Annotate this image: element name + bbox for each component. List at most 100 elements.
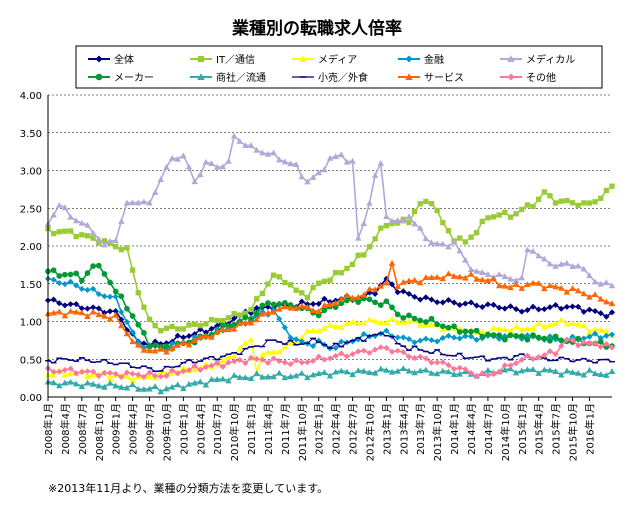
data-point	[360, 220, 368, 227]
data-point	[451, 334, 458, 341]
data-point	[597, 343, 604, 351]
data-point	[546, 304, 553, 311]
data-point	[174, 332, 181, 339]
data-point	[197, 326, 204, 333]
data-point	[417, 367, 424, 374]
data-point	[518, 308, 525, 315]
data-point	[462, 239, 469, 245]
data-point	[456, 370, 463, 377]
x-tick-label: 2012年10月	[363, 403, 376, 461]
data-point	[395, 220, 401, 226]
data-point	[112, 288, 119, 295]
data-point	[332, 323, 339, 330]
data-point	[253, 370, 260, 377]
data-point	[287, 334, 294, 341]
data-point	[208, 333, 215, 340]
data-point	[247, 336, 255, 343]
data-point	[281, 343, 289, 350]
data-point	[163, 343, 170, 350]
data-point	[90, 263, 96, 269]
data-point	[282, 300, 288, 306]
data-point	[513, 360, 520, 367]
data-point	[524, 202, 531, 208]
data-point	[146, 347, 153, 354]
data-point	[450, 273, 458, 279]
data-point	[394, 283, 401, 290]
data-point	[129, 328, 136, 336]
data-point	[236, 320, 243, 327]
data-point	[315, 308, 322, 315]
data-point	[394, 334, 401, 341]
legend-label: 全体	[114, 53, 134, 66]
data-point	[152, 338, 159, 345]
data-point	[56, 280, 63, 287]
data-point	[214, 359, 221, 366]
data-point	[309, 327, 317, 333]
data-point	[163, 348, 170, 355]
data-point	[84, 368, 91, 375]
data-point	[338, 296, 345, 302]
data-point	[112, 293, 119, 300]
data-point	[67, 271, 74, 278]
data-point	[552, 200, 559, 206]
legend-label: メディア	[318, 53, 357, 66]
data-point	[118, 384, 125, 390]
data-point	[473, 275, 480, 282]
data-point	[547, 193, 553, 199]
data-point	[299, 290, 305, 296]
x-tick-label: 2015年4月	[533, 403, 546, 455]
data-point	[123, 199, 131, 206]
data-point	[563, 303, 570, 310]
data-point	[174, 381, 181, 388]
data-point	[479, 333, 486, 340]
data-point	[124, 245, 130, 251]
data-point	[67, 228, 74, 234]
data-point	[197, 323, 203, 329]
chart-note: ※2013年11月より、業種の分類方法を変更しています。	[48, 481, 328, 495]
x-tick-label: 2009年4月	[127, 403, 140, 455]
data-point	[270, 348, 277, 355]
data-point	[586, 306, 593, 313]
data-point	[558, 198, 564, 204]
data-point	[507, 332, 514, 339]
data-point	[231, 310, 237, 317]
data-point	[439, 367, 447, 374]
x-tick-label: 2014年7月	[482, 403, 495, 455]
data-point	[315, 353, 322, 360]
data-point	[574, 287, 582, 294]
data-point	[479, 269, 486, 275]
data-point	[428, 201, 435, 207]
data-point	[281, 359, 288, 366]
data-point	[180, 364, 187, 371]
data-point	[259, 149, 266, 156]
data-point	[96, 240, 102, 246]
legend-label: その他	[526, 71, 556, 84]
data-point	[603, 340, 610, 348]
data-point	[242, 314, 249, 321]
data-point	[552, 368, 559, 374]
data-point	[349, 338, 356, 345]
data-point	[259, 373, 266, 380]
data-point	[558, 305, 565, 312]
data-point	[524, 332, 531, 339]
data-point	[518, 367, 525, 374]
data-point	[547, 337, 553, 344]
data-point	[84, 379, 91, 386]
data-point	[389, 281, 396, 288]
data-point	[462, 256, 469, 263]
legend-marker-1	[197, 55, 205, 63]
data-point	[135, 290, 141, 296]
data-point	[439, 275, 447, 282]
data-point	[372, 290, 379, 297]
legend-label: メーカー	[114, 72, 154, 84]
data-point	[383, 298, 390, 305]
data-point	[152, 372, 159, 379]
data-point	[129, 313, 136, 319]
data-point	[569, 336, 576, 344]
data-point	[394, 311, 401, 318]
data-point	[563, 259, 571, 266]
legend-marker-9	[507, 73, 515, 81]
data-point	[78, 383, 86, 390]
data-point	[151, 189, 159, 195]
data-point	[168, 383, 176, 390]
